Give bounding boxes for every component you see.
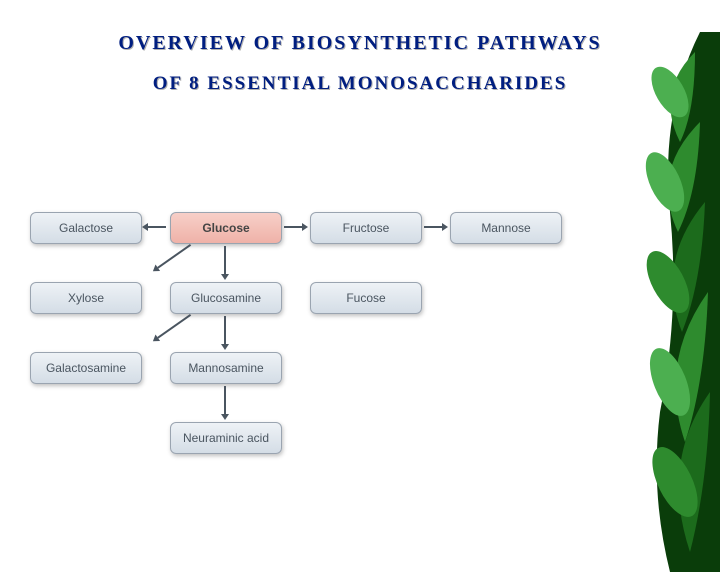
- pathway-diagram: Galactose Glucose Fructose Mannose Xylos…: [0, 202, 600, 542]
- edge-glucosamine-galactosamine: [157, 314, 191, 339]
- node-glucosamine: Glucosamine: [170, 282, 282, 314]
- edge-glucose-xylose: [157, 244, 191, 269]
- edge-glucose-glucosamine: [224, 246, 226, 274]
- node-xylose: Xylose: [30, 282, 142, 314]
- node-mannose: Mannose: [450, 212, 562, 244]
- node-galactose: Galactose: [30, 212, 142, 244]
- node-glucose: Glucose: [170, 212, 282, 244]
- node-neuraminic: Neuraminic acid: [170, 422, 282, 454]
- edge-glucose-galactose: [148, 226, 166, 228]
- edge-fructose-mannose: [424, 226, 442, 228]
- edge-glucose-fructose: [284, 226, 302, 228]
- title-line-1: OVERVIEW OF BIOSYNTHETIC PATHWAYS: [0, 32, 720, 55]
- edge-mannosamine-neuraminic: [224, 386, 226, 414]
- node-fructose: Fructose: [310, 212, 422, 244]
- fern-decoration: [600, 32, 720, 572]
- node-mannosamine: Mannosamine: [170, 352, 282, 384]
- title-line-2: OF 8 ESSENTIAL MONOSACCHARIDES: [0, 73, 720, 95]
- node-fucose: Fucose: [310, 282, 422, 314]
- node-galactosamine: Galactosamine: [30, 352, 142, 384]
- edge-glucosamine-mannosamine: [224, 316, 226, 344]
